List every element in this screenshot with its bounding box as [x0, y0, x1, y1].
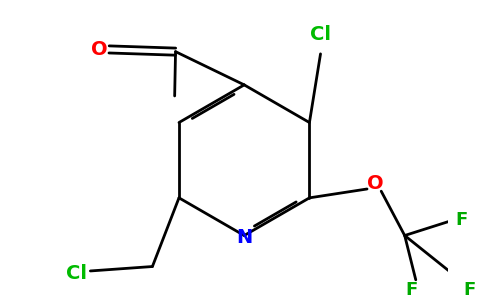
Text: O: O — [91, 40, 107, 59]
Text: F: F — [455, 211, 468, 229]
Text: N: N — [236, 228, 252, 247]
Text: O: O — [367, 174, 383, 193]
Text: Cl: Cl — [310, 25, 331, 44]
Text: F: F — [464, 280, 476, 298]
Text: Cl: Cl — [66, 264, 87, 283]
Text: F: F — [405, 280, 418, 298]
